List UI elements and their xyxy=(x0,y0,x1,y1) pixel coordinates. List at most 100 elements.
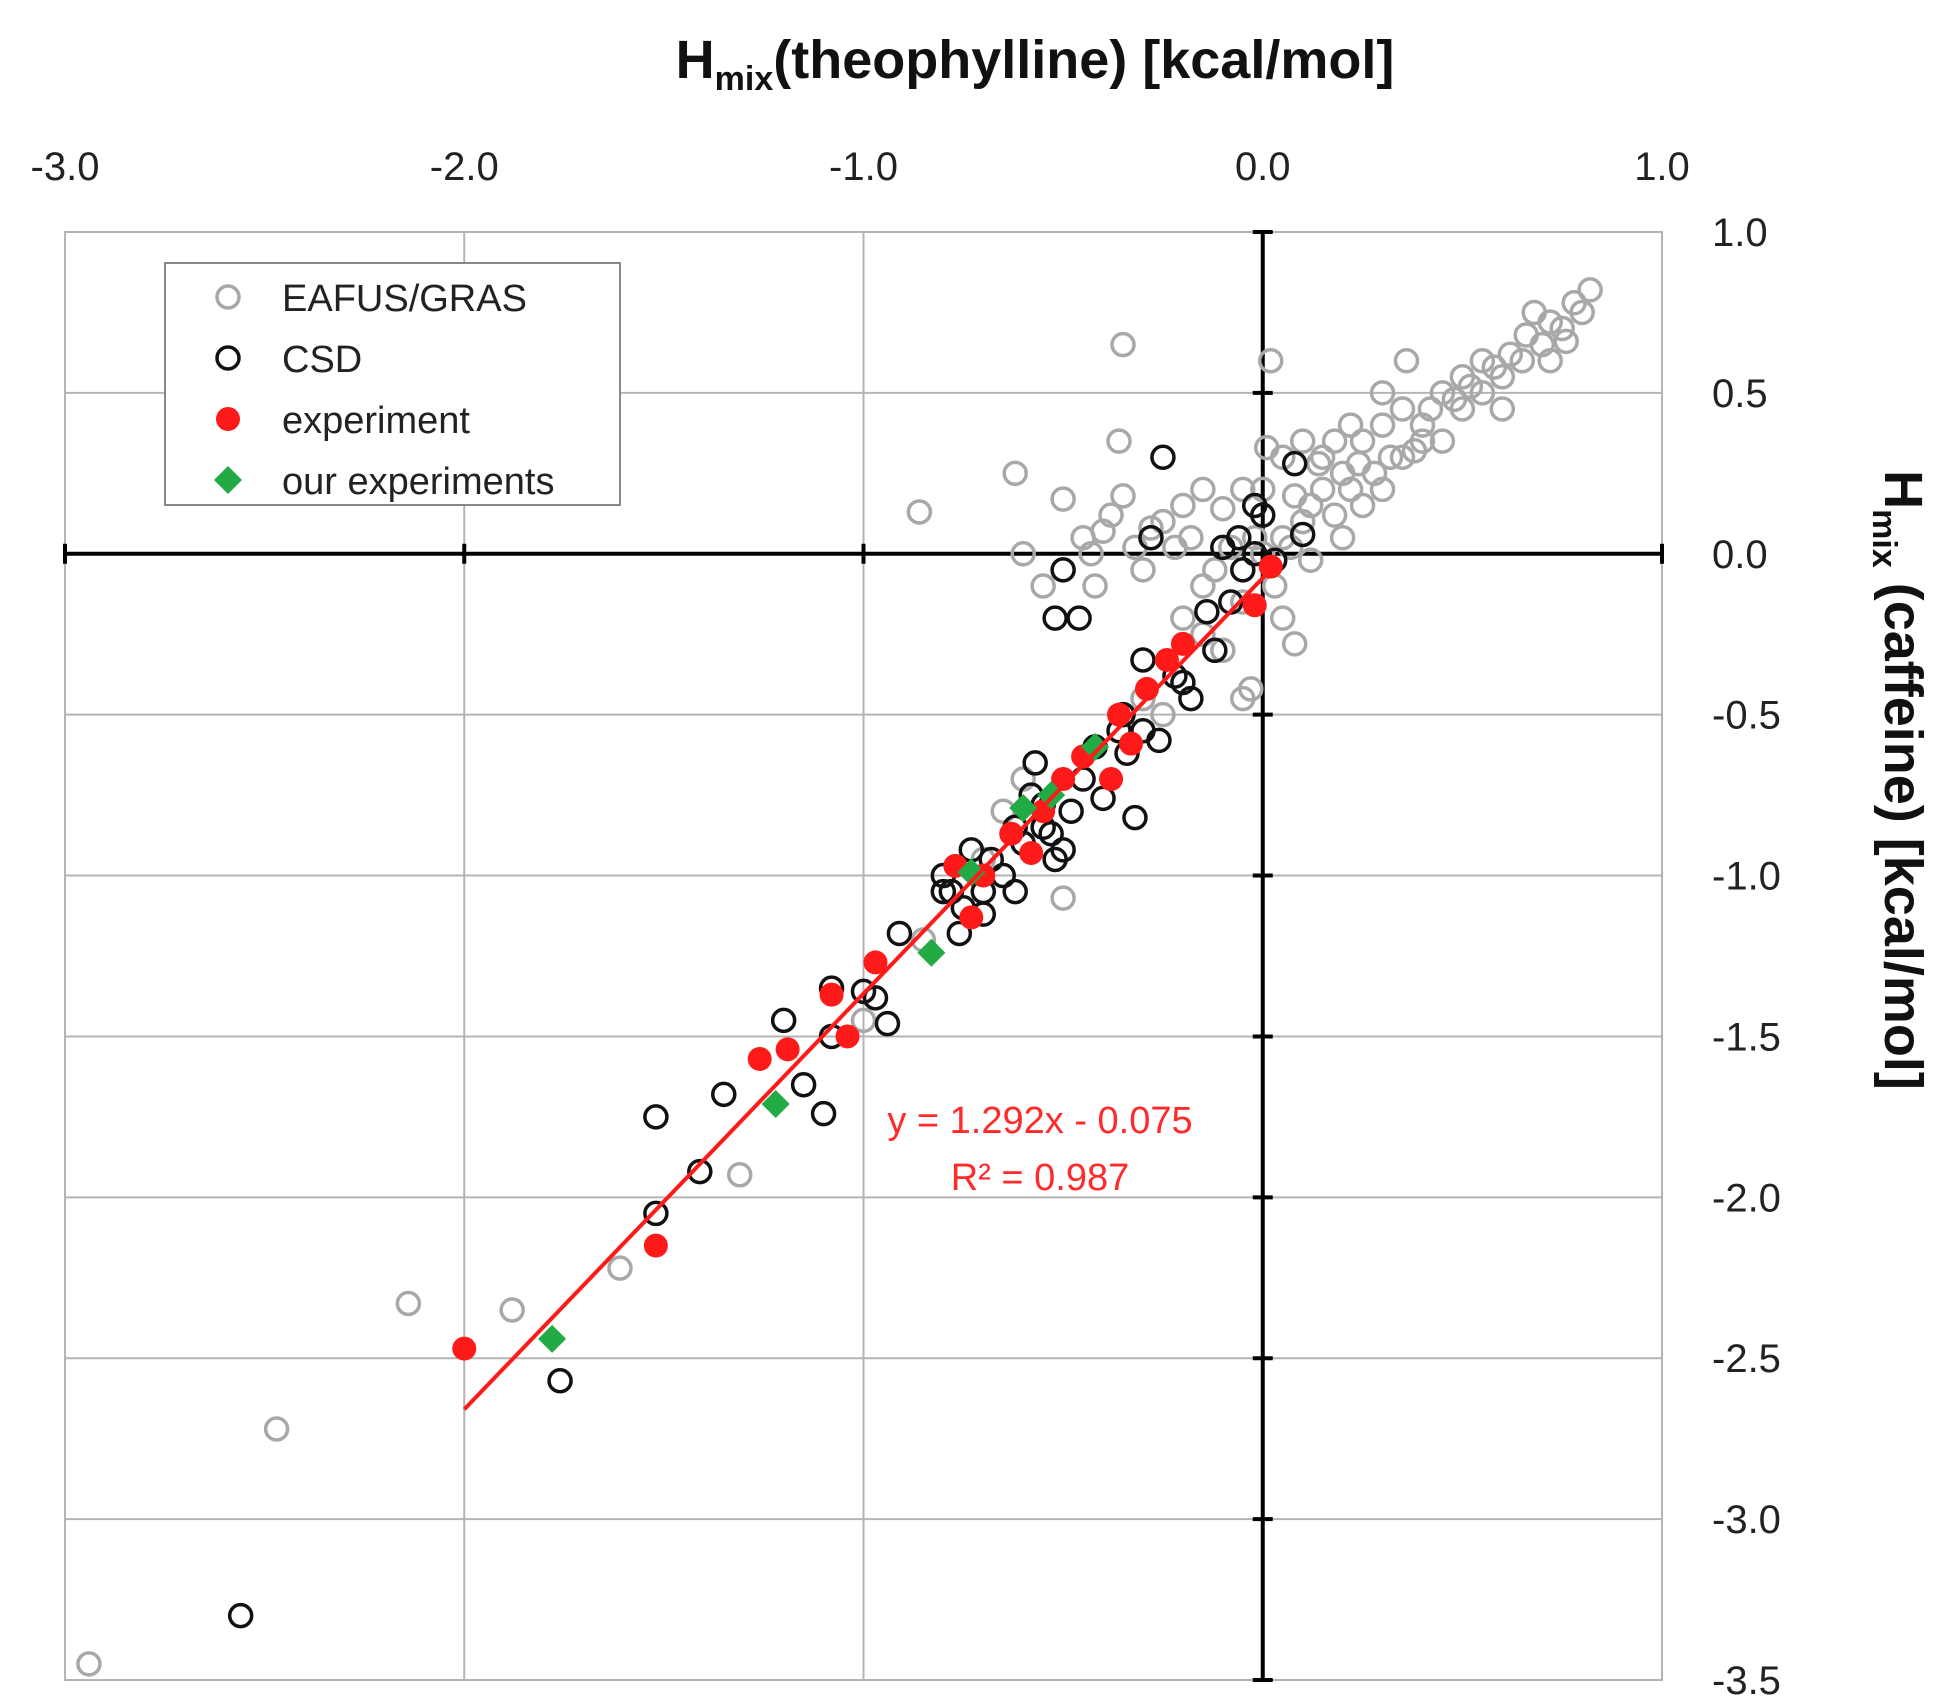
data-point-eafus-gras xyxy=(1329,524,1356,551)
data-point-csd xyxy=(1122,804,1148,831)
data-point-eafus-gras xyxy=(1110,331,1136,358)
data-point-eafus-gras xyxy=(1050,885,1076,911)
trendline-equation: y = 1.292x - 0.075 xyxy=(887,1100,1192,1142)
data-point-eafus-gras xyxy=(906,499,933,525)
data-point-our-experiments xyxy=(538,1324,567,1353)
data-point-csd xyxy=(1050,837,1076,863)
data-point-experiment xyxy=(959,905,984,930)
data-point-experiment xyxy=(835,1024,860,1049)
data-point-experiment xyxy=(1051,767,1076,792)
legend: EAFUS/GRAS CSD experiment our experiments xyxy=(164,262,621,506)
y-axis-title: Hmix (caffeine) [kcal/mol] xyxy=(1865,470,1933,1090)
data-point-eafus-gras xyxy=(1549,315,1575,342)
y-tick-label: -3.0 xyxy=(1712,1498,1781,1542)
data-point-eafus-gras xyxy=(395,1290,422,1317)
x-tick-label: -2.0 xyxy=(430,145,499,189)
data-point-csd xyxy=(643,1104,669,1130)
y-tick-label: 1.0 xyxy=(1712,211,1768,255)
data-point-experiment xyxy=(1099,767,1124,792)
data-point-csd xyxy=(1281,450,1308,477)
data-point-eafus-gras xyxy=(1269,605,1296,631)
data-point-experiment xyxy=(1154,647,1179,672)
data-point-eafus-gras xyxy=(1138,515,1164,541)
data-point-our-experiments xyxy=(1081,732,1110,761)
x-tick-labels: -3.0 -2.0 -1.0 0.0 1.0 xyxy=(31,145,1690,189)
x-axis-title-main: H xyxy=(676,30,715,90)
x-tick-label: -1.0 xyxy=(829,145,898,189)
y-axis-title-sub: mix xyxy=(1865,509,1903,568)
data-point-eafus-gras xyxy=(1481,354,1508,380)
trendline xyxy=(462,568,1273,1411)
data-point-experiment xyxy=(1107,702,1132,727)
data-point-csd xyxy=(862,985,889,1011)
data-point-experiment xyxy=(999,821,1024,846)
data-point-csd xyxy=(1130,647,1156,673)
data-point-eafus-gras xyxy=(1553,328,1579,355)
y-tick-label: -1.0 xyxy=(1712,855,1781,899)
data-point-eafus-gras xyxy=(1389,396,1416,422)
data-point-csd xyxy=(711,1081,737,1108)
x-axis-title-sub: mix xyxy=(715,60,774,98)
y-tick-label: 0.0 xyxy=(1712,533,1768,577)
data-point-csd xyxy=(1002,878,1028,905)
x-tick-label: -3.0 xyxy=(31,145,100,189)
data-point-experiment xyxy=(1258,554,1283,579)
data-point-eafus-gras xyxy=(1150,701,1176,728)
data-point-eafus-gras xyxy=(1190,476,1216,503)
data-point-csd xyxy=(1038,820,1064,847)
data-point-csd xyxy=(1066,605,1092,631)
trendline-group xyxy=(462,568,1273,1411)
data-point-csd xyxy=(790,1071,817,1098)
data-point-eafus-gras xyxy=(1577,277,1603,303)
data-point-eafus-gras xyxy=(1150,508,1176,535)
data-point-experiment xyxy=(1118,731,1143,756)
data-point-csd xyxy=(1138,524,1164,551)
data-point-eafus-gras xyxy=(1429,428,1456,454)
data-point-csd xyxy=(874,1010,901,1037)
data-point-eafus-gras xyxy=(1369,380,1396,406)
data-point-eafus-gras xyxy=(1469,347,1496,374)
legend-label-eafus-gras: EAFUS/GRAS xyxy=(282,278,527,320)
data-point-csd xyxy=(886,920,913,947)
data-point-eafus-gras xyxy=(1257,347,1284,374)
data-point-eafus-gras xyxy=(1429,380,1456,406)
data-point-csd xyxy=(770,1007,797,1034)
y-tick-label: -2.5 xyxy=(1712,1337,1781,1381)
legend-box xyxy=(164,262,621,506)
data-point-our-experiments xyxy=(1009,793,1038,822)
data-point-eafus-gras xyxy=(1162,534,1188,561)
data-point-experiment xyxy=(452,1336,477,1361)
data-point-eafus-gras xyxy=(1098,502,1124,528)
data-point-experiment xyxy=(643,1233,668,1258)
data-point-eafus-gras xyxy=(1281,631,1308,657)
data-point-eafus-gras xyxy=(1261,573,1288,599)
data-point-eafus-gras xyxy=(1537,347,1563,374)
data-point-eafus-gras xyxy=(1337,476,1364,503)
data-point-csd xyxy=(1230,557,1256,583)
data-point-csd xyxy=(227,1602,254,1629)
data-point-eafus-gras xyxy=(1469,380,1496,406)
data-point-eafus-gras xyxy=(850,1007,877,1034)
data-point-csd xyxy=(946,920,973,947)
data-point-eafus-gras xyxy=(1242,524,1268,551)
data-point-eafus-gras xyxy=(1441,386,1468,413)
data-point-csd xyxy=(930,878,957,905)
data-point-eafus-gras xyxy=(1393,347,1420,374)
data-point-eafus-gras xyxy=(1321,428,1348,454)
data-point-experiment xyxy=(1170,631,1195,656)
data-point-eafus-gras xyxy=(1130,557,1156,583)
data-point-eafus-gras xyxy=(1269,444,1296,470)
data-point-csd xyxy=(850,978,877,1005)
data-point-eafus-gras xyxy=(1030,573,1056,599)
data-point-csd xyxy=(1050,557,1076,583)
y-tick-label: -2.0 xyxy=(1712,1176,1781,1220)
data-point-csd xyxy=(1150,444,1176,470)
data-point-eafus-gras xyxy=(1230,476,1256,503)
data-point-eafus-gras xyxy=(607,1255,633,1281)
data-point-eafus-gras xyxy=(1349,492,1376,519)
data-point-eafus-gras xyxy=(1106,428,1132,454)
data-point-experiment xyxy=(1019,841,1044,866)
data-point-csd xyxy=(1289,521,1316,548)
data-point-csd xyxy=(1022,750,1048,776)
data-point-eafus-gras xyxy=(1489,396,1516,422)
